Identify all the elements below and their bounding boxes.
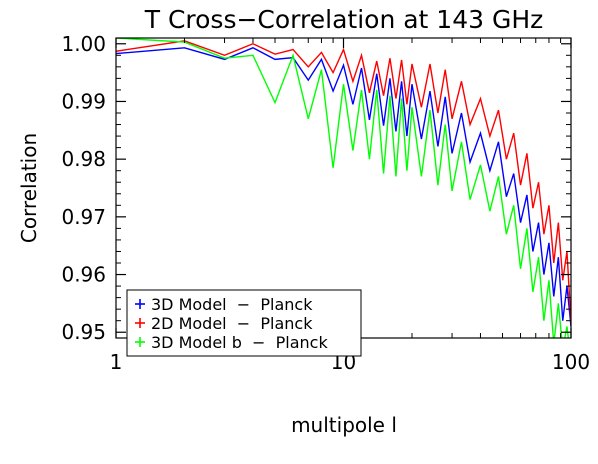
x-tick-label: 1 [110, 350, 123, 374]
y-axis-label: Correlation [17, 133, 41, 243]
series-line-2 [116, 40, 571, 324]
legend-box [126, 289, 362, 357]
y-tick-label: 0.95 [61, 320, 106, 344]
x-axis-label: multipole l [291, 413, 397, 437]
y-tick-label: 1.00 [61, 32, 106, 56]
legend-entry: 3D Model − Planck [151, 295, 313, 314]
series-line-1 [116, 47, 571, 327]
y-tick-label: 0.99 [61, 89, 106, 113]
chart-title: T Cross−Correlation at 143 GHz [144, 5, 544, 34]
y-axis-ticks: 0.95 0.96 0.97 0.98 0.99 1.00 [61, 32, 571, 344]
y-tick-label: 0.97 [61, 205, 106, 229]
y-tick-label: 0.98 [61, 147, 106, 171]
legend-entry: 2D Model − Planck [151, 314, 313, 333]
legend-entry: 3D Model b − Planck [151, 333, 328, 352]
y-tick-label: 0.96 [61, 263, 106, 287]
x-tick-label: 100 [552, 350, 590, 374]
series-layer [116, 38, 571, 338]
series-line-3 [116, 38, 570, 338]
